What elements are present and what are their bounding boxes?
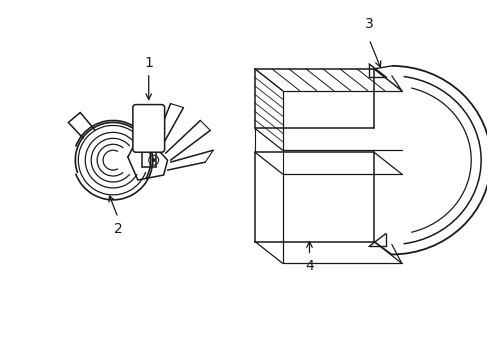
Text: 4: 4 [305,260,313,273]
FancyBboxPatch shape [133,105,164,152]
Circle shape [152,159,155,162]
Text: 1: 1 [144,56,153,70]
Text: 2: 2 [113,222,122,236]
Text: 3: 3 [364,17,373,31]
